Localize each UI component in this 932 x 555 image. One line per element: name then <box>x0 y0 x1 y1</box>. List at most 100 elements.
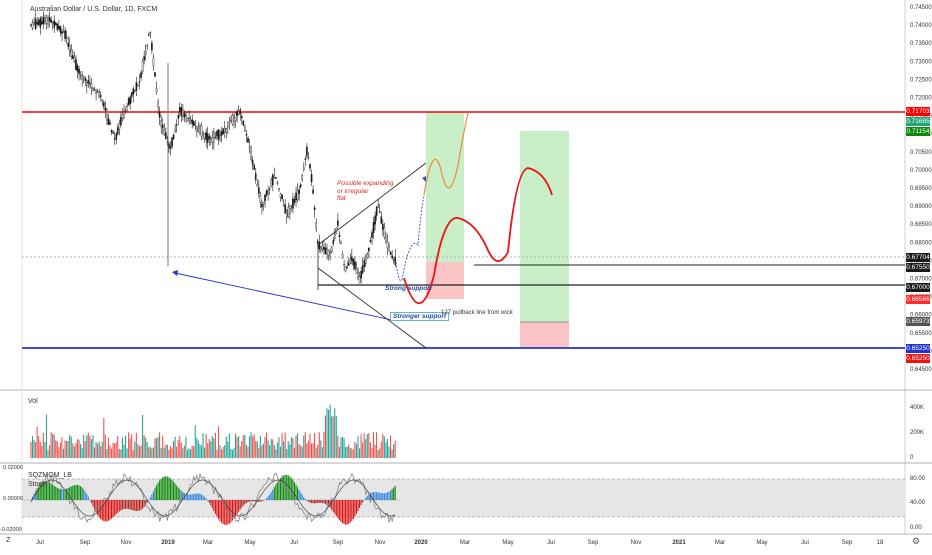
momentum-bar <box>153 491 154 500</box>
candle-body <box>117 128 118 134</box>
momentum-bar <box>308 500 309 502</box>
volume-bar <box>277 442 278 458</box>
volume-bar <box>137 444 138 458</box>
volume-bar <box>57 441 58 458</box>
volume-bar <box>82 448 83 458</box>
volume-bar <box>142 415 143 458</box>
candle-body <box>305 159 306 160</box>
momentum-bar <box>189 494 190 500</box>
candle-body <box>326 249 327 255</box>
candle-body <box>83 77 84 78</box>
candle-body <box>233 118 234 121</box>
volume-bar <box>185 437 186 458</box>
volume-bar <box>171 448 172 458</box>
annotation-strong-support[interactable]: Strong support <box>385 285 432 292</box>
volume-bar <box>167 445 168 458</box>
volume-bar <box>65 440 66 458</box>
momentum-bar <box>80 486 81 500</box>
momentum-bar <box>275 485 276 500</box>
momentum-bar <box>128 500 129 509</box>
momentum-bar <box>113 500 114 517</box>
momentum-bar <box>46 481 47 500</box>
annotation-pullback[interactable]: 127 pullback line from wick <box>441 310 513 316</box>
momentum-bar <box>136 500 137 511</box>
momentum-bar <box>339 500 340 520</box>
candle-body <box>49 17 50 21</box>
volume-bar <box>173 441 174 458</box>
momentum-bar <box>251 500 252 501</box>
momentum-bar <box>362 500 363 502</box>
momentum-bar <box>60 489 61 500</box>
volume-bar <box>210 441 211 458</box>
candle-body <box>359 277 360 283</box>
candle-body <box>78 69 79 73</box>
momentum-bar <box>209 500 210 503</box>
candle-body <box>368 248 369 251</box>
candle-body <box>44 21 45 22</box>
candle-body <box>322 246 323 249</box>
timezone-button[interactable]: Z <box>6 537 10 544</box>
candle-body <box>182 110 183 117</box>
volume-bar <box>204 448 205 458</box>
volume-bar <box>134 441 135 458</box>
momentum-bar <box>340 500 341 522</box>
osc-left-axis-bottom: -0.02000 <box>0 527 22 533</box>
volume-bar <box>125 436 126 458</box>
long-position-target-zone-1[interactable] <box>426 112 464 262</box>
momentum-bar <box>47 482 48 500</box>
volume-bar <box>113 443 114 458</box>
candle-body <box>71 49 72 56</box>
momentum-bar <box>359 500 360 508</box>
candle-body <box>65 31 66 39</box>
momentum-bar <box>57 488 58 500</box>
long-position-target-zone-2[interactable] <box>520 131 569 322</box>
candle-body <box>66 38 67 39</box>
price-tag-current: 0.67704 <box>906 253 930 262</box>
candle-body <box>288 207 289 217</box>
momentum-bar <box>288 475 289 500</box>
settings-gear-icon[interactable]: ⚙ <box>912 536 920 546</box>
candle-body <box>365 260 366 264</box>
annotation-expanding-flat[interactable]: Possible expanding or irregular flat <box>337 180 393 203</box>
candle-body <box>371 232 372 237</box>
candle-body <box>297 191 298 200</box>
volume-bar <box>294 448 295 458</box>
momentum-bar <box>266 498 267 500</box>
momentum-bar <box>263 500 264 501</box>
momentum-bar <box>241 500 242 507</box>
volume-bar <box>175 437 176 458</box>
candle-body <box>218 130 219 140</box>
momentum-bar <box>51 484 52 500</box>
candle-body <box>260 196 261 203</box>
candle-body <box>91 84 92 88</box>
volume-bar <box>339 447 340 458</box>
price-axis-label: 0.65500 <box>910 331 932 337</box>
momentum-bar <box>249 500 250 502</box>
price-tag-stop-1: 0.66586 <box>906 295 930 304</box>
candle-body <box>340 243 341 244</box>
momentum-bar <box>111 500 112 519</box>
osc-right-axis-40: 40.00 <box>910 500 925 506</box>
long-position-stop-zone-2[interactable] <box>520 322 569 347</box>
momentum-bar <box>192 494 193 500</box>
volume-bar <box>226 437 227 458</box>
volume-bar <box>151 449 152 458</box>
candle-body <box>164 129 165 134</box>
candle-body <box>244 126 245 130</box>
momentum-bar <box>142 500 143 509</box>
candle-body <box>123 112 124 118</box>
time-axis-label: Nov <box>631 540 642 546</box>
candle-body <box>148 35 149 36</box>
volume-bar <box>258 448 259 458</box>
volume-bar <box>382 434 383 458</box>
candle-body <box>80 74 81 75</box>
volume-bar <box>30 442 31 458</box>
momentum-bar <box>74 485 75 500</box>
momentum-bar <box>77 485 78 500</box>
price-axis-label: 0.70000 <box>910 168 932 174</box>
momentum-bar <box>337 500 338 518</box>
candle-body <box>241 116 242 118</box>
candle-body <box>170 147 171 149</box>
